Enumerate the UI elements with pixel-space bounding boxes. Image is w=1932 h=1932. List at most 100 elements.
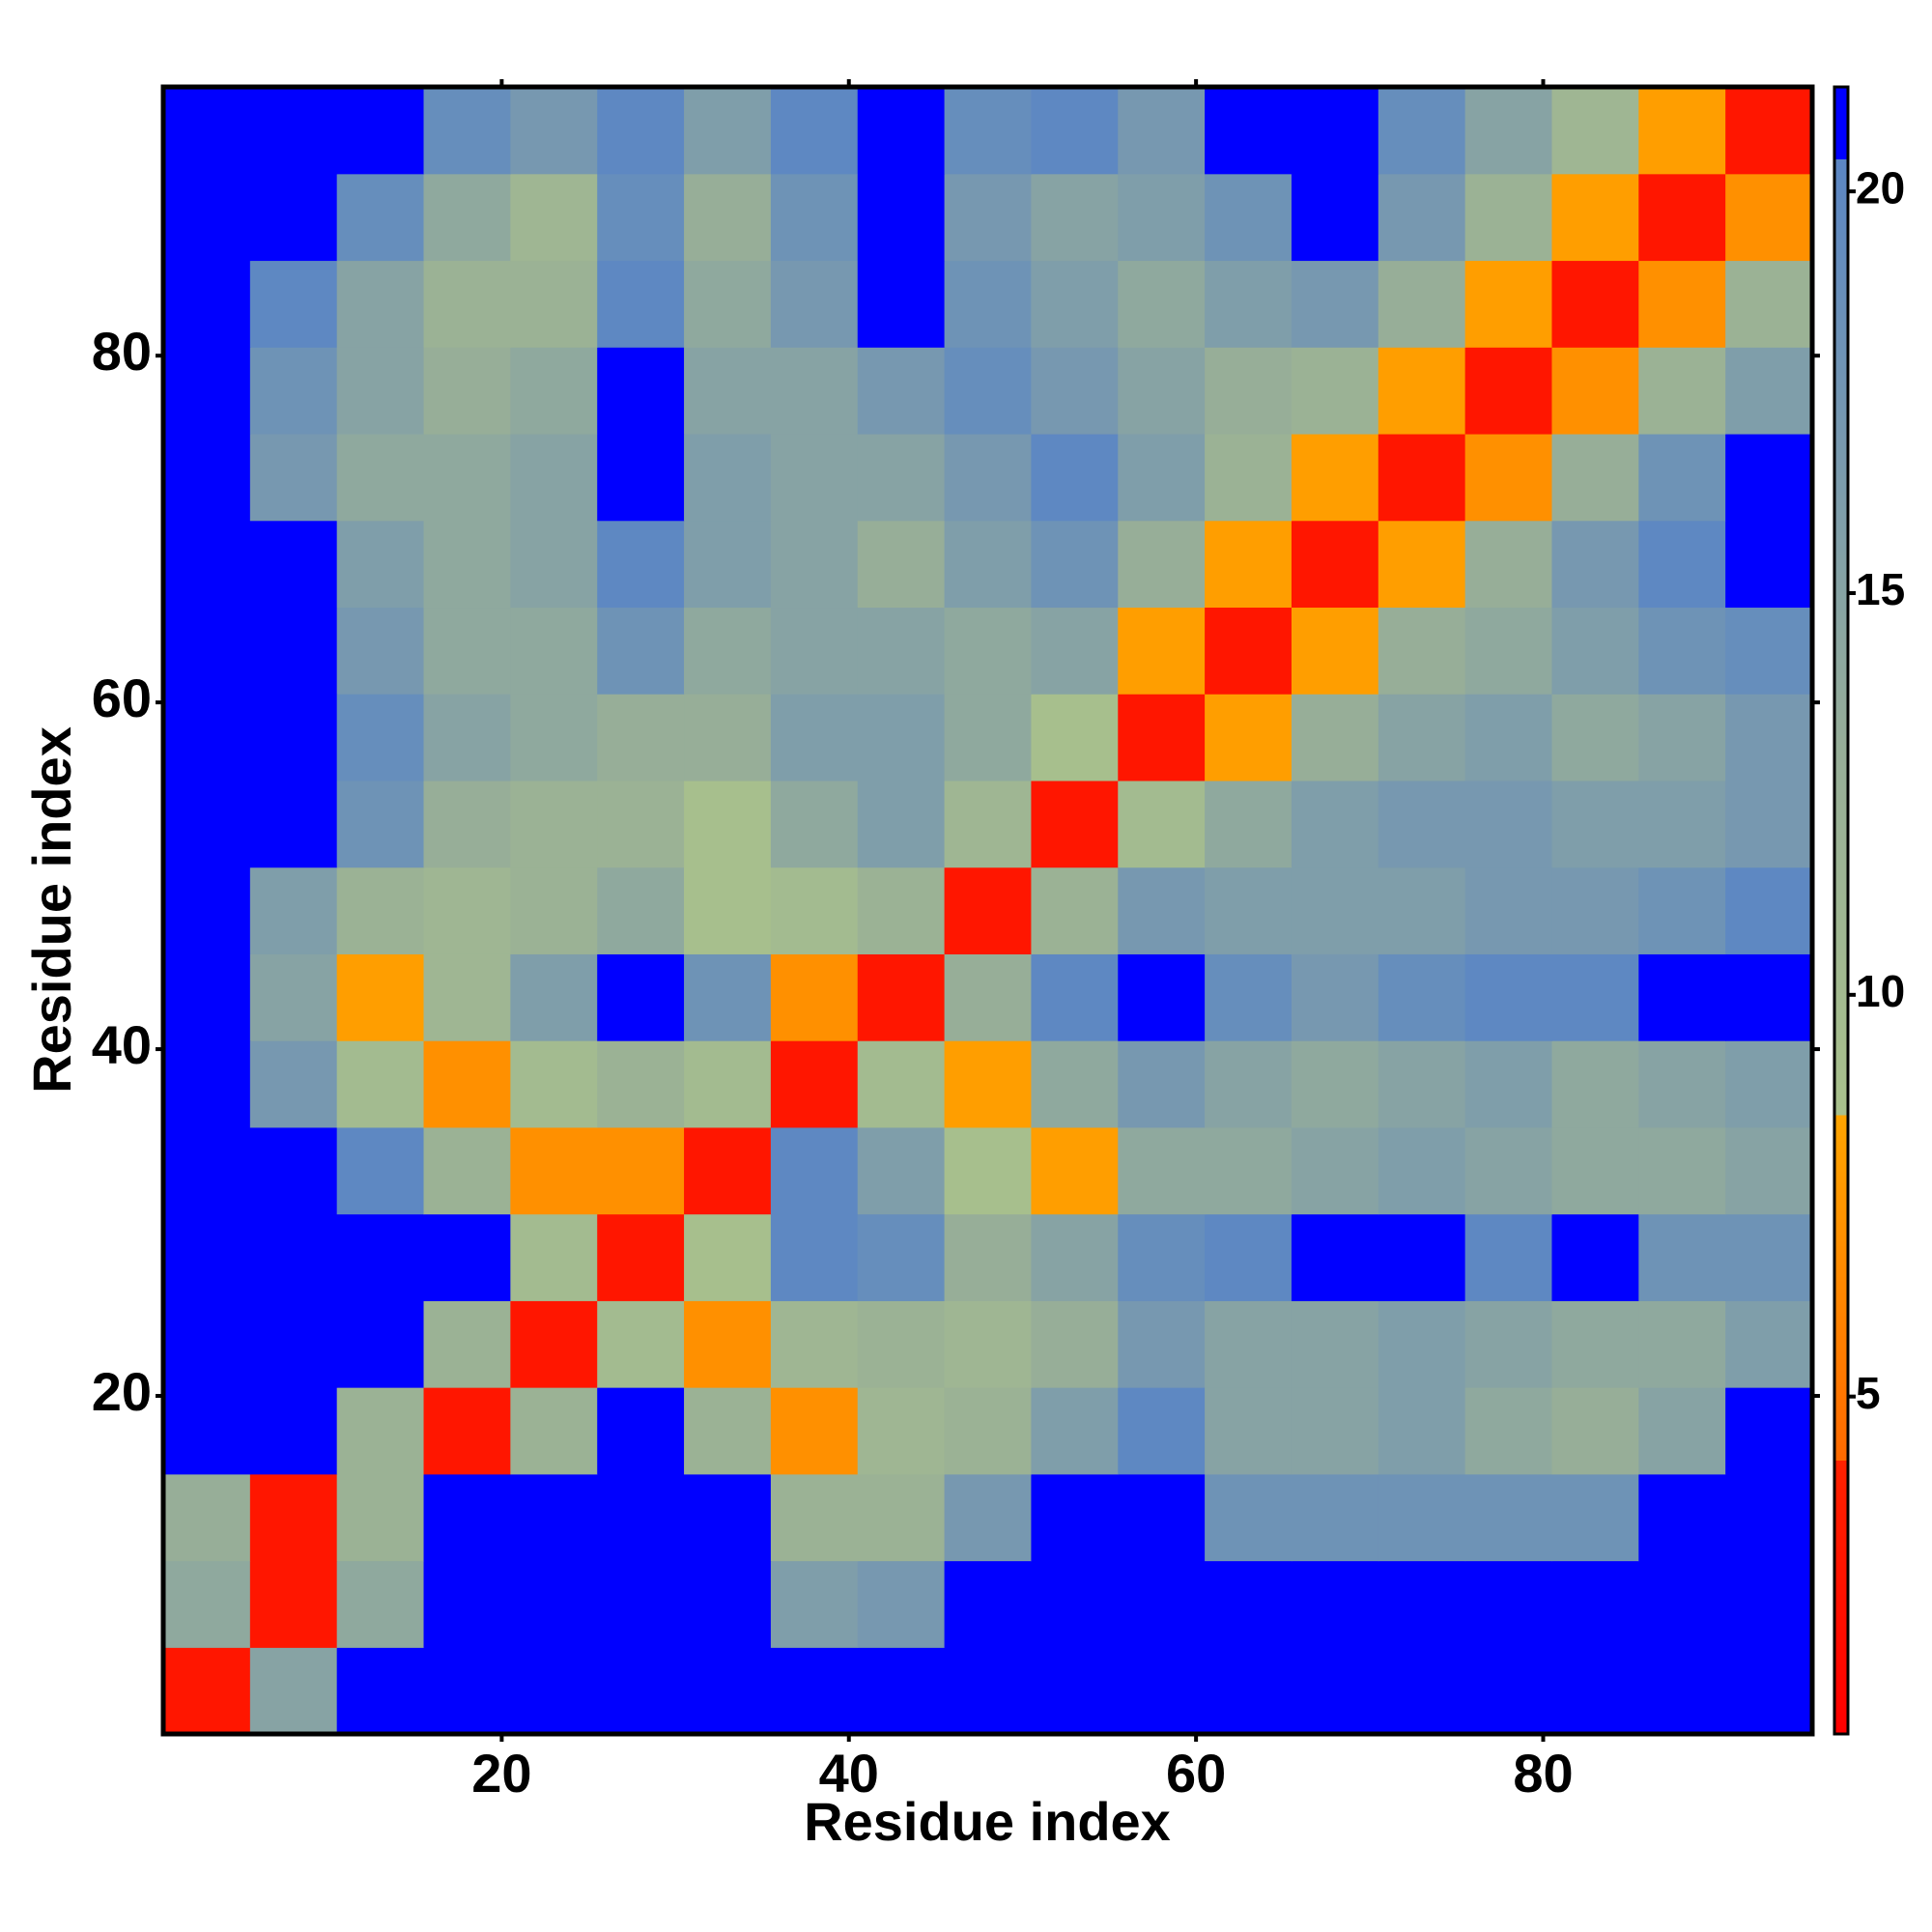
heatmap-cell [1464, 607, 1553, 695]
heatmap-cell [770, 1560, 859, 1648]
heatmap-cell [1291, 433, 1379, 522]
heatmap-cell [1725, 780, 1813, 868]
heatmap-cell [336, 1473, 425, 1562]
heatmap-cell [684, 694, 772, 781]
heatmap-cell [249, 780, 338, 868]
heatmap-cell [944, 1473, 1033, 1562]
heatmap-cell [336, 780, 425, 868]
heatmap-cell [1205, 953, 1293, 1041]
heatmap-cell [1464, 1560, 1553, 1648]
heatmap-cell [163, 1473, 251, 1562]
heatmap-cell [249, 260, 338, 348]
heatmap-cell [423, 260, 511, 348]
y-tick-label: 80 [92, 321, 152, 382]
heatmap-cell [1464, 1300, 1553, 1388]
heatmap-cell [1551, 347, 1639, 435]
heatmap-cell [1464, 867, 1553, 954]
heatmap-cell [597, 867, 685, 954]
colorbar [1833, 85, 1850, 1736]
heatmap-cell [510, 260, 598, 348]
heatmap-cell [1205, 520, 1293, 609]
heatmap-cell [684, 607, 772, 695]
heatmap-cell [1118, 433, 1206, 522]
heatmap-cell [1031, 347, 1119, 435]
heatmap-cell [1638, 1473, 1726, 1562]
heatmap-cell [944, 867, 1033, 954]
heatmap-cell [510, 780, 598, 868]
heatmap-cell [1031, 1040, 1119, 1128]
heatmap-cell [163, 1213, 251, 1301]
heatmap-cell [857, 1300, 946, 1388]
heatmap-cell [1378, 260, 1466, 348]
heatmap-cell [163, 347, 251, 435]
heatmap-cell [249, 433, 338, 522]
heatmap-cell [1291, 867, 1379, 954]
heatmap-cell [1118, 867, 1206, 954]
heatmap-cell [249, 1213, 338, 1301]
heatmap-cell [1205, 1126, 1293, 1215]
heatmap-cell [857, 1213, 946, 1301]
heatmap-cell [1551, 1473, 1639, 1562]
heatmap-cell [770, 520, 859, 609]
heatmap-cell [1205, 607, 1293, 695]
heatmap-cell [510, 1126, 598, 1215]
heatmap-cell [857, 1387, 946, 1475]
y-tick-label: 60 [92, 668, 152, 728]
heatmap-cell [1551, 173, 1639, 262]
heatmap-cell [249, 1300, 338, 1388]
heatmap-cell [510, 173, 598, 262]
heatmap-cell [857, 1560, 946, 1648]
heatmap-cell [1638, 694, 1726, 781]
heatmap-cell [1291, 1126, 1379, 1215]
heatmap-cell [857, 260, 946, 348]
heatmap-cell [1031, 260, 1119, 348]
heatmap-cell [1551, 607, 1639, 695]
heatmap-cell [249, 694, 338, 781]
heatmap-cell [249, 520, 338, 609]
heatmap-cell [597, 1473, 685, 1562]
colorbar-tick-label: 5 [1856, 1368, 1881, 1418]
heatmap-cell [857, 1473, 946, 1562]
heatmap-cell [1551, 433, 1639, 522]
heatmap-cell [1291, 607, 1379, 695]
heatmap-cell [1205, 173, 1293, 262]
heatmap-cell [597, 694, 685, 781]
heatmap-cell [1464, 520, 1553, 609]
heatmap-cell [1378, 520, 1466, 609]
heatmap-cell [684, 953, 772, 1041]
heatmap-cell [1031, 780, 1119, 868]
heatmap-cell [1205, 1300, 1293, 1388]
heatmap-cell [336, 1560, 425, 1648]
heatmap-cell [1638, 867, 1726, 954]
heatmap-cell [770, 953, 859, 1041]
heatmap-cell [1118, 347, 1206, 435]
heatmap-cell [1291, 1213, 1379, 1301]
heatmap-cell [336, 87, 425, 175]
heatmap-cell [770, 1473, 859, 1562]
heatmap-cell [1638, 87, 1726, 175]
heatmap-cell [1291, 1300, 1379, 1388]
heatmap-cell [1205, 780, 1293, 868]
heatmap-cell [1725, 953, 1813, 1041]
heatmap-cell [770, 867, 859, 954]
heatmap-cell [423, 520, 511, 609]
heatmap-cell [249, 953, 338, 1041]
heatmap-cell [1205, 260, 1293, 348]
heatmap-cell [163, 1387, 251, 1475]
heatmap-cell [423, 433, 511, 522]
heatmap-cell [1205, 1213, 1293, 1301]
heatmap-cell [1291, 694, 1379, 781]
heatmap-cell [249, 1126, 338, 1215]
heatmap-cell [1725, 1387, 1813, 1475]
heatmap-cell [1118, 1300, 1206, 1388]
heatmap-cell [163, 433, 251, 522]
heatmap-cell [1638, 1560, 1726, 1648]
heatmap-cell [597, 520, 685, 609]
heatmap-cell [1464, 1647, 1553, 1735]
heatmap-cell [1291, 1647, 1379, 1735]
heatmap-cell [423, 1560, 511, 1648]
heatmap-cell [944, 173, 1033, 262]
heatmap-cell [1638, 1040, 1726, 1128]
heatmap-cell [1378, 607, 1466, 695]
heatmap-cell [1118, 1126, 1206, 1215]
